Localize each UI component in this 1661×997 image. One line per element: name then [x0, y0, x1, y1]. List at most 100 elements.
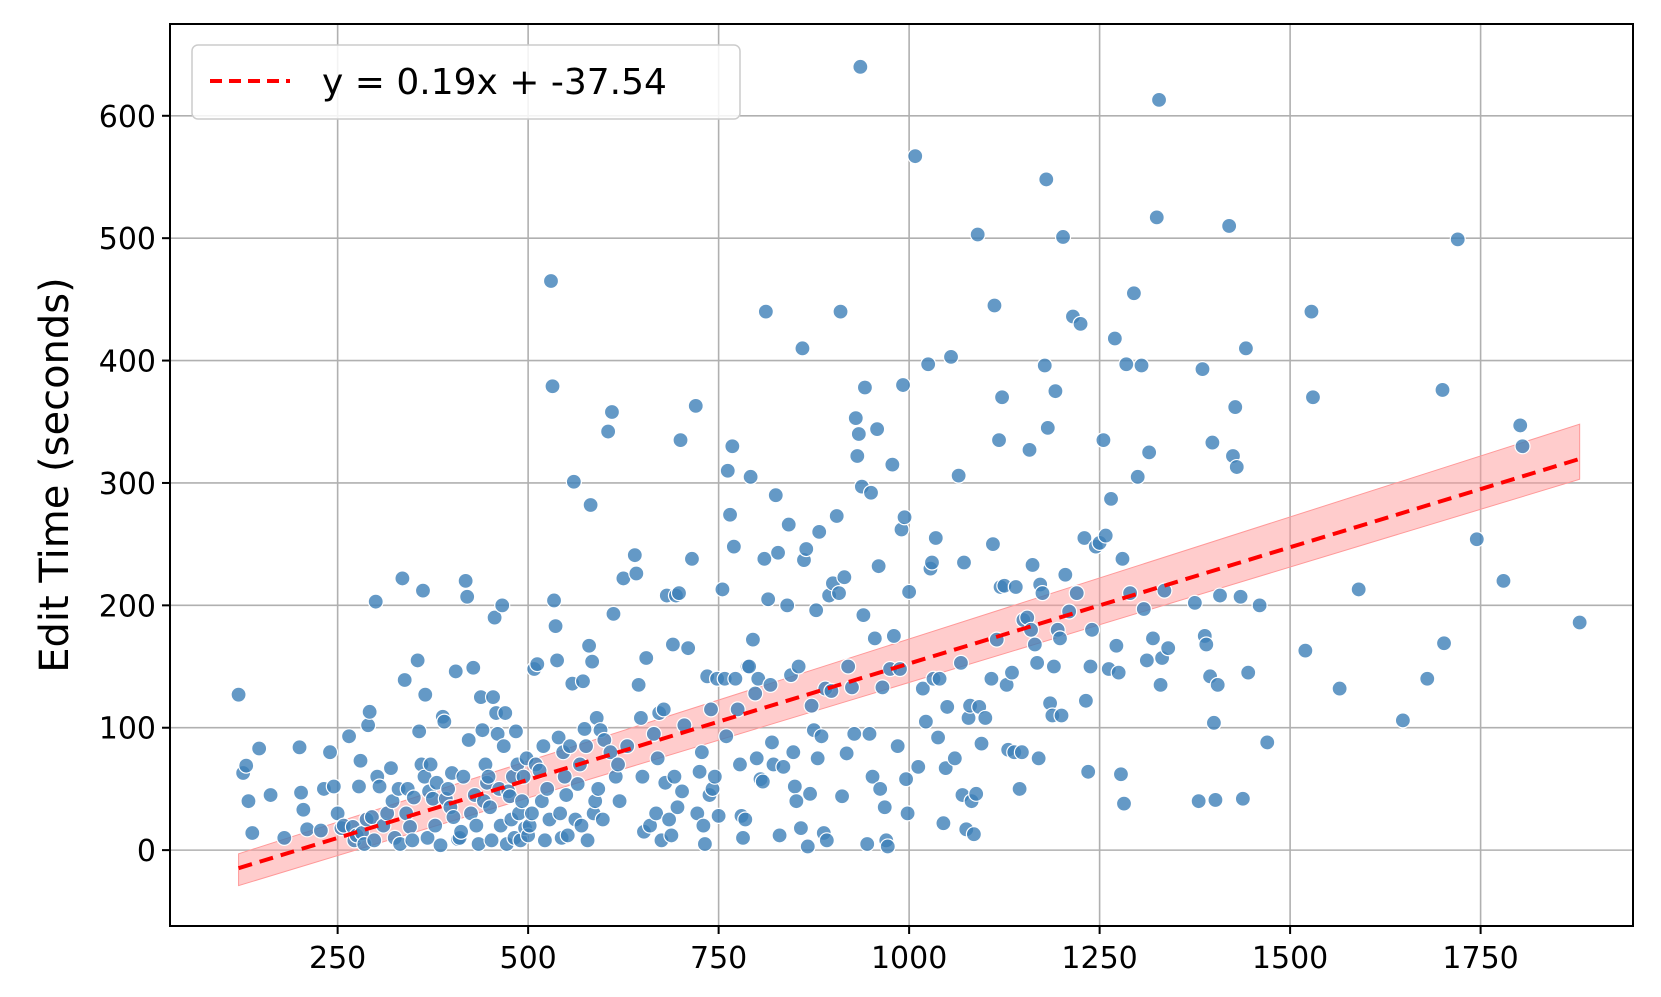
data-point	[542, 272, 560, 290]
data-point	[455, 768, 472, 785]
data-point	[1209, 676, 1226, 693]
data-point	[808, 602, 825, 619]
data-point	[445, 808, 462, 826]
data-point	[565, 473, 582, 490]
data-point	[977, 709, 994, 727]
data-point	[507, 723, 525, 740]
data-point	[580, 637, 598, 654]
data-point	[1514, 438, 1531, 455]
data-point	[1003, 664, 1021, 681]
data-point	[1240, 664, 1257, 681]
data-point	[849, 447, 866, 465]
data-point	[436, 713, 453, 730]
data-point	[603, 403, 621, 421]
data-point	[879, 838, 896, 855]
data-point	[832, 303, 849, 320]
data-point	[920, 356, 937, 373]
data-point	[1115, 795, 1133, 812]
data-point	[721, 506, 739, 523]
data-point	[666, 768, 683, 785]
data-point	[1419, 670, 1436, 687]
data-point	[1228, 458, 1245, 476]
data-point	[605, 605, 622, 623]
data-point	[414, 582, 432, 599]
data-point	[786, 778, 803, 795]
data-point	[788, 793, 805, 810]
data-point	[401, 818, 419, 835]
data-point	[1156, 582, 1173, 599]
data-point	[660, 811, 678, 828]
data-point	[767, 487, 784, 504]
data-point	[696, 835, 714, 853]
data-point	[1138, 652, 1155, 669]
data-point	[706, 768, 723, 785]
data-point	[292, 784, 310, 801]
x-axis-ticks: 250 500 750 1000 1250 1500 1750	[309, 926, 1519, 976]
data-point	[785, 744, 802, 761]
data-point	[544, 378, 561, 395]
data-point	[1234, 790, 1251, 807]
data-point	[762, 676, 779, 693]
x-tick-label: 1000	[871, 941, 947, 976]
data-point	[861, 725, 878, 742]
data-point	[382, 760, 400, 777]
data-point	[645, 725, 662, 742]
data-point	[291, 739, 308, 756]
y-tick-label: 400	[99, 345, 156, 380]
data-point	[965, 826, 982, 843]
data-point	[486, 609, 503, 626]
data-point	[1190, 793, 1207, 810]
data-point	[1160, 640, 1177, 657]
data-point	[859, 835, 876, 853]
data-point	[352, 752, 369, 769]
data-point	[885, 627, 902, 645]
data-point	[468, 817, 485, 834]
data-point	[901, 583, 918, 600]
data-point	[724, 438, 741, 455]
data-point	[896, 509, 913, 526]
data-point	[729, 701, 746, 718]
data-point	[866, 630, 883, 647]
data-point	[539, 780, 556, 798]
data-point	[1251, 597, 1268, 614]
data-point	[535, 737, 552, 755]
data-point	[409, 652, 426, 669]
data-point	[1110, 664, 1127, 681]
data-point	[312, 822, 329, 839]
data-point	[611, 793, 628, 810]
y-axis-label: Edit Time (seconds)	[32, 277, 78, 673]
data-point	[1047, 383, 1064, 400]
data-point	[1036, 357, 1053, 374]
data-point	[803, 697, 820, 714]
data-point	[833, 788, 851, 805]
data-point	[931, 670, 948, 687]
data-point	[993, 389, 1011, 406]
data-point	[737, 811, 754, 828]
data-point	[870, 558, 887, 575]
data-point	[1068, 585, 1085, 602]
data-point	[295, 801, 312, 818]
data-point	[1434, 381, 1451, 399]
data-point	[968, 785, 985, 802]
grid	[170, 24, 1633, 926]
y-tick-label: 500	[99, 222, 156, 257]
data-point	[939, 698, 956, 716]
data-point	[230, 686, 247, 703]
data-point	[1118, 356, 1135, 373]
data-point	[550, 729, 567, 746]
data-point	[813, 728, 830, 745]
data-point	[1045, 658, 1062, 675]
data-point	[276, 829, 293, 846]
x-tick-label: 250	[309, 941, 366, 976]
data-point	[669, 799, 686, 816]
data-point	[1108, 637, 1125, 654]
data-point	[850, 425, 867, 443]
data-point	[840, 658, 857, 675]
data-point	[741, 658, 758, 675]
data-point	[1186, 594, 1203, 611]
data-point	[1082, 658, 1099, 675]
data-point	[481, 799, 499, 816]
data-point	[548, 652, 566, 669]
data-point	[923, 554, 941, 571]
data-point	[1205, 714, 1223, 731]
